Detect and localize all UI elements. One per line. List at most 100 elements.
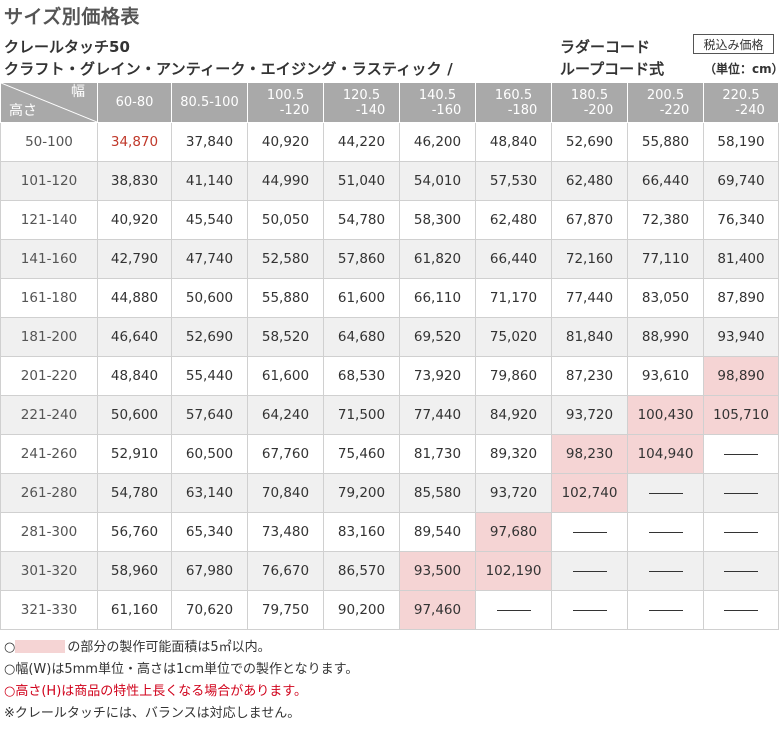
table-row: 181-200 46,640 52,690 58,520 64,680 69,520 75,… [0,317,779,357]
note-balance: ※クレールタッチには、バランスは対応しません。 [4,706,301,721]
unavailable-cell [627,551,704,591]
price-cell: 93,940 [703,317,779,357]
price-cell: 50,050 [247,200,324,240]
price-cell: 62,480 [551,161,628,201]
price-cell: 58,190 [703,122,779,162]
table-row: 201-220 48,840 55,440 61,600 68,530 73,920 79,… [0,356,779,396]
unavailable-dash [724,609,758,611]
cord-type-ladder: ラダーコード [560,38,651,56]
price-cell: 90,200 [323,590,400,630]
price-cell: 76,670 [247,551,324,591]
price-cell: 66,110 [399,278,476,318]
tax-included-badge: 税込み価格 [693,34,774,54]
price-cell: 100,430 [627,395,704,435]
price-cell: 97,460 [399,590,476,630]
width-header-line2: -180 [507,102,538,118]
height-range-cell: 50-100 [0,122,98,162]
price-cell: 38,830 [97,161,172,201]
price-cell: 105,710 [703,395,779,435]
price-cell: 68,530 [323,356,400,396]
price-cell: 70,620 [171,590,248,630]
width-header-6: 180.5 -200 [551,82,628,123]
price-cell: 57,860 [323,239,400,279]
corner-diagonal [1,83,97,122]
price-cell: 54,780 [323,200,400,240]
note-bullet: ○ [4,640,16,655]
height-range-cell: 321-330 [0,590,98,630]
unavailable-dash [648,531,683,533]
price-cell: 69,520 [399,317,476,357]
width-header-line1: 200.5 [646,87,685,103]
unavailable-cell [627,590,704,630]
price-cell: 54,780 [97,473,172,513]
height-range-cell: 181-200 [0,317,98,357]
width-header-line1: 180.5 [570,87,609,103]
width-header-line2: -120 [279,102,310,118]
product-variants: クラフト・グレイン・アンティーク・エイジング・ラスティック / [4,60,453,78]
price-cell: 44,990 [247,161,324,201]
price-cell: 61,160 [97,590,172,630]
price-cell: 77,110 [627,239,704,279]
table-row: 161-180 44,880 50,600 55,880 61,600 66,110 71,… [0,278,779,318]
unavailable-dash [724,531,758,533]
price-cell: 64,680 [323,317,400,357]
price-cell: 67,980 [171,551,248,591]
width-header-8: 220.5 -240 [703,82,779,123]
price-cell: 102,190 [475,551,552,591]
price-cell: 52,690 [551,122,628,162]
width-header-line2: -220 [659,102,690,118]
price-cell: 44,220 [323,122,400,162]
width-header-line2: -240 [735,102,765,118]
price-table: 幅 高さ 60-80 80.5-100 100.5 -120 120.5 -140 140.… [0,82,779,630]
unavailable-cell [475,590,552,630]
width-axis-label: 幅 [71,84,85,100]
price-cell: 87,230 [551,356,628,396]
unavailable-cell [551,590,628,630]
price-cell: 66,440 [627,161,704,201]
price-cell: 52,580 [247,239,324,279]
price-cell: 89,320 [475,434,552,474]
price-cell: 97,680 [475,512,552,552]
unavailable-dash [648,609,683,611]
price-cell: 55,440 [171,356,248,396]
price-cell: 83,160 [323,512,400,552]
table-row: 261-280 54,780 63,140 70,840 79,200 85,580 93,… [0,473,779,513]
price-cell: 81,400 [703,239,779,279]
price-cell: 76,340 [703,200,779,240]
table-row: 141-160 42,790 47,740 52,580 57,860 61,820 66,… [0,239,779,279]
price-cell: 61,820 [399,239,476,279]
price-cell: 58,960 [97,551,172,591]
price-cell: 89,540 [399,512,476,552]
unavailable-cell [703,434,779,474]
height-range-cell: 121-140 [0,200,98,240]
price-cell: 57,530 [475,161,552,201]
width-header-2: 100.5 -120 [247,82,324,123]
price-cell: 93,500 [399,551,476,591]
height-range-cell: 281-300 [0,512,98,552]
price-cell: 54,010 [399,161,476,201]
price-cell: 48,840 [97,356,172,396]
price-cell: 56,760 [97,512,172,552]
price-cell: 52,910 [97,434,172,474]
table-row: 301-320 58,960 67,980 76,670 86,570 93,500 102… [0,551,779,591]
price-cell: 70,840 [247,473,324,513]
height-range-cell: 141-160 [0,239,98,279]
price-cell: 86,570 [323,551,400,591]
note-area: ○ の部分の製作可能面積は5㎡以内。 [4,637,358,659]
width-header-1: 80.5-100 [171,82,248,123]
width-header-3: 120.5 -140 [323,82,400,123]
height-range-cell: 201-220 [0,356,98,396]
price-cell: 67,760 [247,434,324,474]
price-cell: 57,640 [171,395,248,435]
table-row: 281-300 56,760 65,340 73,480 83,160 89,540 97,… [0,512,779,552]
width-header-line1: 60-80 [115,95,154,110]
price-cell: 75,020 [475,317,552,357]
width-header-line1: 100.5 [266,87,305,103]
price-cell: 83,050 [627,278,704,318]
height-range-cell: 301-320 [0,551,98,591]
unavailable-cell [627,512,704,552]
price-cell: 58,520 [247,317,324,357]
price-cell: 88,990 [627,317,704,357]
price-cell: 61,600 [247,356,324,396]
width-header-line1: 220.5 [722,87,760,103]
